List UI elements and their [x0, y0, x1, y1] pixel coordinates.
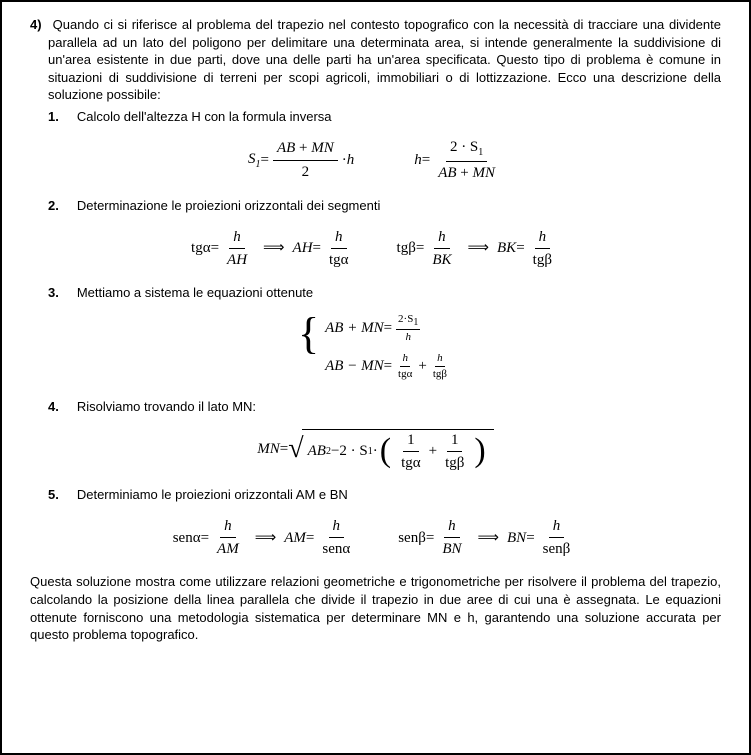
step-1: 1. Calcolo dell'altezza H con la formula… — [48, 108, 721, 126]
formula-3: { AB + MN = 2·S1h AB − MN = htgα + htgβ — [30, 312, 721, 382]
formula-4: MN = √ AB2 − 2 · S1 · ( 1tgα + 1tgβ ) — [30, 429, 721, 468]
formula-5: senα = hAM ⟹ AM = hsenα senβ = hBN ⟹ BN … — [30, 516, 721, 560]
step-3: 3. Mettiamo a sistema le equazioni otten… — [48, 284, 721, 302]
formula-2: tgα = hAH ⟹ AH = htgα tgβ = hBK ⟹ BK = h… — [30, 227, 721, 271]
step-4: 4. Risolviamo trovando il lato MN: — [48, 398, 721, 416]
step-3-num: 3. — [48, 284, 66, 302]
step-2: 2. Determinazione le proiezioni orizzont… — [48, 197, 721, 215]
brace-icon: { — [298, 312, 319, 382]
step-5-text: Determiniamo le proiezioni orizzontali A… — [77, 487, 348, 502]
formula-2b: tgβ = hBK ⟹ BK = htgβ — [397, 227, 560, 271]
formula-3b: AB − MN = htgα + htgβ — [325, 351, 453, 382]
formula-5a: senα = hAM ⟹ AM = hsenα — [173, 516, 359, 560]
intro-number: 4) — [30, 16, 48, 34]
intro-paragraph: 4) Quando ci si riferisce al problema de… — [48, 16, 721, 104]
formula-1: S1 = AB + MN 2 · h h = 2 · S1 AB + MN — [30, 137, 721, 183]
step-2-text: Determinazione le proiezioni orizzontali… — [77, 198, 381, 213]
step-5: 5. Determiniamo le proiezioni orizzontal… — [48, 486, 721, 504]
step-1-num: 1. — [48, 108, 66, 126]
page: 4) Quando ci si riferisce al problema de… — [0, 0, 751, 755]
formula-2a: tgα = hAH ⟹ AH = htgα — [191, 227, 357, 271]
step-3-text: Mettiamo a sistema le equazioni ottenute — [77, 285, 313, 300]
intro-text: Quando ci si riferisce al problema del t… — [48, 17, 721, 102]
step-1-text: Calcolo dell'altezza H con la formula in… — [77, 109, 332, 124]
conclusion: Questa soluzione mostra come utilizzare … — [30, 573, 721, 643]
step-4-text: Risolviamo trovando il lato MN: — [77, 399, 256, 414]
step-5-num: 5. — [48, 486, 66, 504]
formula-1b: h = 2 · S1 AB + MN — [414, 137, 503, 183]
step-2-num: 2. — [48, 197, 66, 215]
formula-1a: S1 = AB + MN 2 · h — [248, 137, 354, 183]
formula-5b: senβ = hBN ⟹ BN = hsenβ — [398, 516, 578, 560]
step-4-num: 4. — [48, 398, 66, 416]
formula-3a: AB + MN = 2·S1h — [325, 312, 453, 346]
